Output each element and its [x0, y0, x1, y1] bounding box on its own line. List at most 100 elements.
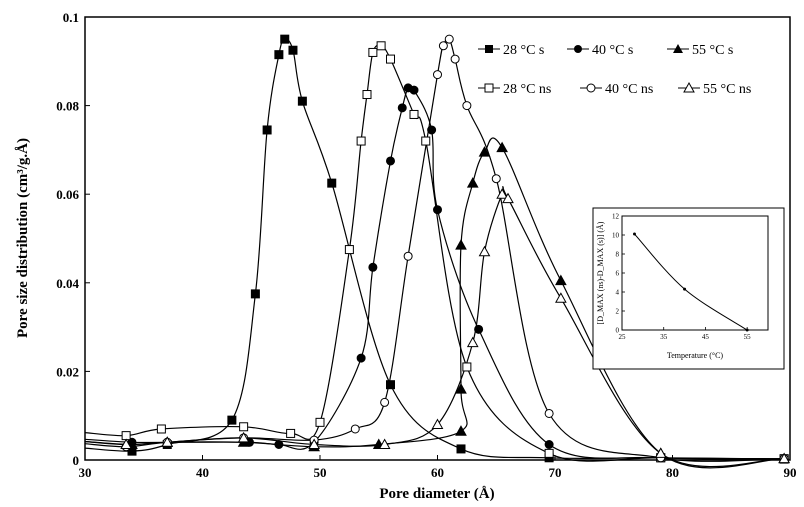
- inset-y-tick-label: 12: [612, 213, 620, 221]
- data-point-square-open-8: [368, 47, 378, 57]
- data-point-circle-open-4: [350, 424, 360, 434]
- data-point-square-open-9: [376, 41, 386, 51]
- inset-x-tick-label: 25: [619, 333, 627, 341]
- legend-item-28c-s: 28 °C s: [478, 43, 544, 58]
- x-axis-title: Pore diameter (Å): [379, 486, 494, 502]
- x-tick-label: 70: [549, 465, 562, 480]
- data-point-square-filled-4: [262, 125, 272, 135]
- data-point-square-filled-6: [280, 34, 290, 44]
- inset-x-tick-label: 45: [702, 333, 710, 341]
- data-point-square-open-10: [386, 54, 395, 64]
- legend-label-28c-s: 28 °C s: [503, 43, 544, 58]
- data-point-circle-open-12: [491, 174, 501, 184]
- data-point-triangle-open-11: [654, 447, 667, 458]
- data-point-circle-open-9: [444, 34, 454, 44]
- y-tick-label: 0.06: [56, 187, 79, 202]
- y-tick-label: 0.1: [63, 10, 79, 25]
- data-point-square-filled-7: [288, 45, 298, 55]
- data-point-triangle-open-4: [378, 438, 391, 449]
- inset-chart: 25 35 45 55 0 2 4 6 8 10 12 Temperature (°C) [D_MA…: [592, 207, 785, 370]
- data-point-circle-filled-5: [356, 353, 366, 363]
- data-point-triangle-filled-7: [455, 239, 467, 250]
- data-point-square-open-0: [121, 431, 131, 441]
- data-point-square-filled-3: [250, 289, 260, 299]
- x-tick-label: 60: [431, 465, 444, 480]
- data-point-triangle-open-6: [466, 336, 479, 348]
- data-point-square-open-3: [286, 428, 296, 438]
- data-point-circle-open-7: [433, 70, 442, 80]
- legend-item-55c-s: 55 °C s: [667, 43, 733, 58]
- inset-y-tick-label: 10: [612, 232, 620, 240]
- data-point-square-open-6: [356, 136, 366, 146]
- data-point-circle-filled-13: [474, 324, 484, 334]
- data-point-triangle-open-10: [555, 292, 567, 303]
- data-point-circle-open-8: [438, 41, 448, 51]
- series-markers: [120, 34, 790, 464]
- legend-item-55c-ns: 55 °C ns: [678, 81, 751, 97]
- data-point-square-open-13: [462, 362, 472, 372]
- inset-x-axis-title: Temperature (°C): [667, 351, 724, 360]
- data-point-square-filled-10: [386, 380, 395, 390]
- x-tick-label: 40: [196, 465, 209, 480]
- data-point-circle-filled-10: [409, 85, 419, 95]
- data-point-square-open-7: [362, 90, 372, 100]
- data-point-square-filled-9: [327, 178, 337, 188]
- data-point-triangle-open-0: [120, 438, 132, 449]
- y-axis-title: Pore size distribution (cm³/g.Å): [15, 138, 31, 338]
- inset-x-tick-label: 35: [660, 333, 668, 341]
- data-point-circle-open-11: [462, 101, 472, 111]
- data-point-circle-filled-12: [433, 205, 442, 215]
- x-tick-label: 80: [666, 465, 679, 480]
- data-point-square-open-14: [544, 448, 554, 458]
- x-tick-label: 90: [784, 465, 797, 480]
- data-point-triangle-open-2: [237, 431, 250, 443]
- legend-item-28c-ns: 28 °C ns: [478, 82, 551, 97]
- y-tick-label: 0.02: [56, 364, 79, 379]
- data-point-triangle-filled-8: [466, 177, 479, 188]
- data-point-circle-open-10: [450, 54, 460, 64]
- data-point-square-filled-8: [297, 96, 307, 106]
- data-point-triangle-open-9: [502, 192, 514, 204]
- series-line-2: [84, 137, 785, 469]
- inset-y-axis-title: [D_MAX (ns)-D_MAX (s)] (Å): [596, 221, 605, 324]
- data-point-triangle-filled-9: [478, 146, 491, 157]
- legend-item-40c-s: 40 °C s: [567, 43, 633, 58]
- data-point-square-open-4: [315, 417, 325, 427]
- inset-y-tick-label: 2: [616, 308, 620, 316]
- data-point-triangle-open-3: [308, 438, 320, 449]
- legend-label-55c-s: 55 °C s: [692, 43, 733, 58]
- data-point-circle-filled-8: [397, 103, 407, 113]
- data-point-triangle-open-7: [478, 245, 491, 257]
- y-tick-label: 0.04: [56, 276, 79, 291]
- legend-label-40c-ns: 40 °C ns: [605, 82, 653, 97]
- data-point-circle-open-5: [380, 397, 390, 407]
- data-point-triangle-open-1: [161, 436, 174, 447]
- data-point-square-filled-2: [227, 415, 237, 425]
- data-point-circle-open-13: [544, 408, 554, 418]
- data-point-square-open-12: [421, 136, 431, 146]
- legend-label-28c-ns: 28 °C ns: [503, 82, 551, 97]
- inset-data-point-1: [683, 287, 687, 291]
- legend-label-40c-s: 40 °C s: [592, 43, 633, 58]
- data-point-triangle-filled-11: [555, 274, 567, 286]
- inset-data-point-0: [633, 232, 637, 236]
- y-tick-label: 0: [73, 453, 80, 468]
- data-point-triangle-open-5: [431, 418, 444, 430]
- inset-y-tick-label: 4: [616, 289, 620, 297]
- y-tick-label: 0.08: [56, 99, 79, 114]
- data-point-triangle-filled-6: [455, 383, 467, 394]
- data-point-square-filled-5: [274, 50, 284, 60]
- data-point-square-open-5: [344, 245, 354, 255]
- legend-label-55c-ns: 55 °C ns: [703, 82, 751, 97]
- legend-item-40c-ns: 40 °C ns: [580, 82, 653, 97]
- data-point-triangle-open-8: [496, 188, 508, 199]
- legend: 28 °C s 40 °C s 55 °C s 28 °C ns 40 °C n…: [478, 43, 751, 97]
- data-point-triangle-open-12: [778, 452, 790, 464]
- inset-plot: 25 35 45 55 0 2 4 6 8 10 12: [612, 213, 751, 342]
- data-point-square-filled-11: [456, 444, 466, 454]
- data-point-square-open-1: [156, 424, 166, 434]
- data-point-square-open-2: [239, 422, 249, 432]
- data-point-circle-filled-11: [427, 125, 437, 135]
